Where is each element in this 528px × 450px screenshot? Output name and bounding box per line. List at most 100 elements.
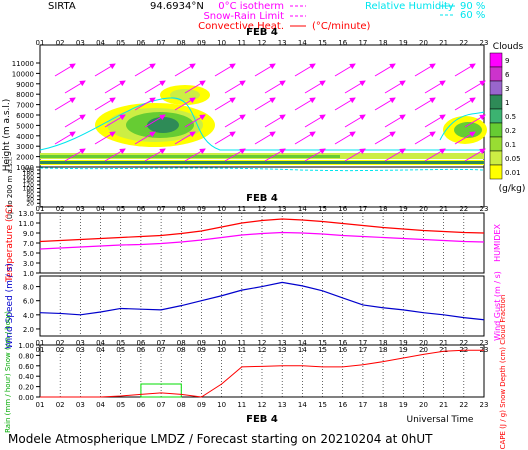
wind-arrow — [414, 63, 436, 77]
hour-tick-label: 10 — [217, 346, 226, 354]
hour-tick-label: 15 — [318, 205, 327, 213]
wind-arrow — [344, 148, 366, 162]
cloud-y-tick-label: 11000 — [12, 60, 34, 68]
hour-tick-label: 02 — [56, 205, 65, 213]
wind-arrow — [414, 97, 436, 111]
cloud-panel-ylabel: Height (m a.s.l.) — [2, 99, 12, 172]
hour-tick-label: 18 — [379, 401, 388, 409]
wind-arrow — [414, 131, 436, 145]
precip-panel-frame — [39, 344, 485, 398]
hour-tick-label: 14 — [298, 339, 307, 347]
hour-tick-label: 04 — [96, 205, 105, 213]
time-axis-label: Universal Time — [407, 415, 474, 425]
y-tick-label: 1.00 — [18, 342, 34, 350]
colorbar-swatch — [489, 108, 503, 124]
y-tick-label: 13.0 — [18, 210, 34, 218]
hour-tick-label: 03 — [76, 205, 85, 213]
hour-tick-label: 07 — [157, 339, 166, 347]
wind-arrow — [374, 97, 396, 111]
cloud-y-tick-label: 7000 — [16, 102, 34, 110]
wind-arrow — [454, 131, 476, 145]
cloud-y-tick-label-low: 80 — [26, 189, 34, 196]
hour-tick-label: 06 — [136, 346, 145, 354]
wind-arrow — [54, 63, 76, 77]
cloud-low-layer-core — [40, 155, 340, 158]
hour-tick-label: 20 — [419, 401, 428, 409]
hour-tick-label: 22 — [459, 339, 468, 347]
hour-tick-label: 18 — [379, 39, 388, 47]
wind-arrow — [104, 114, 126, 128]
hour-tick-label: 09 — [197, 346, 206, 354]
wind-arrow — [214, 97, 236, 111]
cloud-y-tick-label-low: 120 — [23, 182, 35, 189]
hour-tick-label: 04 — [96, 401, 105, 409]
cloud-y-tick-label: 6000 — [16, 112, 34, 120]
wind-arrow — [344, 80, 366, 94]
colorbar-swatch — [489, 52, 503, 68]
header-legend-label: Convective Heat. — [198, 21, 284, 32]
hour-tick-label: 11 — [237, 205, 246, 213]
wind-arrow — [454, 63, 476, 77]
y-tick-label: 4.0 — [23, 312, 34, 320]
wind-arrow — [374, 131, 396, 145]
y-tick-label: 0.00 — [18, 394, 34, 402]
wind-arrow — [424, 148, 446, 162]
colorbar-swatch — [489, 164, 503, 180]
wind-arrow — [334, 63, 356, 77]
hour-tick-label: 06 — [136, 205, 145, 213]
bottom-hour-axis: 01 02 03 04 05 06 07 08 09 10 11 12 13 14 15 16 17 18 19 20… — [36, 401, 489, 409]
colorbar-level-label: 9 — [505, 57, 509, 65]
wind-arrow — [294, 131, 316, 145]
hour-tick-label: 23 — [480, 339, 489, 347]
hour-tick-label: 01 — [36, 339, 45, 347]
colorbar-swatch — [489, 66, 503, 82]
temp-panel-date: FEB 4 — [246, 193, 278, 204]
wind-ylabel: Wind Speed (m / s) — [5, 263, 15, 349]
colorbar-level-label: 1 — [505, 99, 509, 107]
cloud-upper-blob-inner — [170, 89, 200, 101]
cloud-blob-dark — [147, 117, 179, 133]
hour-tick-label: 12 — [258, 401, 267, 409]
y-tick-label: 5.0 — [23, 250, 34, 258]
hour-tick-label: 06 — [136, 401, 145, 409]
cloud-y-tick-label-low: 180 — [23, 171, 35, 178]
hour-tick-label: 16 — [338, 205, 347, 213]
hour-tick-label: 12 — [258, 346, 267, 354]
hour-tick-label: 06 — [136, 339, 145, 347]
hour-tick-label: 04 — [96, 39, 105, 47]
hour-tick-label: 03 — [76, 339, 85, 347]
wind-arrow — [214, 63, 236, 77]
hour-tick-label: 11 — [237, 339, 246, 347]
y-tick-label: 0.40 — [18, 373, 34, 381]
wind-arrow — [144, 148, 166, 162]
wind-arrow — [134, 97, 156, 111]
colorbar-level-label: 6 — [505, 71, 510, 79]
y-tick-label: 9.0 — [23, 230, 34, 238]
wind-arrow — [144, 114, 166, 128]
wind-arrow — [94, 63, 116, 77]
y-tick-label: 11.0 — [18, 220, 34, 228]
wind-arrow — [134, 131, 156, 145]
wind-arrow — [464, 114, 486, 128]
wind-arrow — [304, 148, 326, 162]
site-label: SIRTA — [48, 1, 76, 12]
temperature-ylabel: Temperature (°C) — [5, 204, 15, 283]
cloud-y-tick-label: 2000 — [16, 154, 34, 162]
hour-tick-label: 11 — [237, 401, 246, 409]
colorbar-level-label: 0.2 — [505, 127, 516, 135]
rain-ylabel: Rain (mm / hour) Snow (cm / hour) — [4, 311, 12, 433]
cloud-y-tick-label-low: 40 — [26, 197, 34, 204]
colorbar-swatch — [489, 94, 503, 110]
cloud-y-tick-label: 3000 — [16, 143, 34, 151]
hour-tick-label: 15 — [318, 401, 327, 409]
wind-arrow — [134, 63, 156, 77]
cloud-low-band-core — [40, 161, 484, 164]
cloud-y-tick-label: 4000 — [16, 133, 34, 141]
humidex-ylabel: HUMIDEX — [493, 224, 502, 262]
rain-bar — [140, 383, 182, 398]
hour-tick-label: 09 — [197, 339, 206, 347]
hour-tick-label: 08 — [177, 401, 186, 409]
wind-arrow — [294, 63, 316, 77]
